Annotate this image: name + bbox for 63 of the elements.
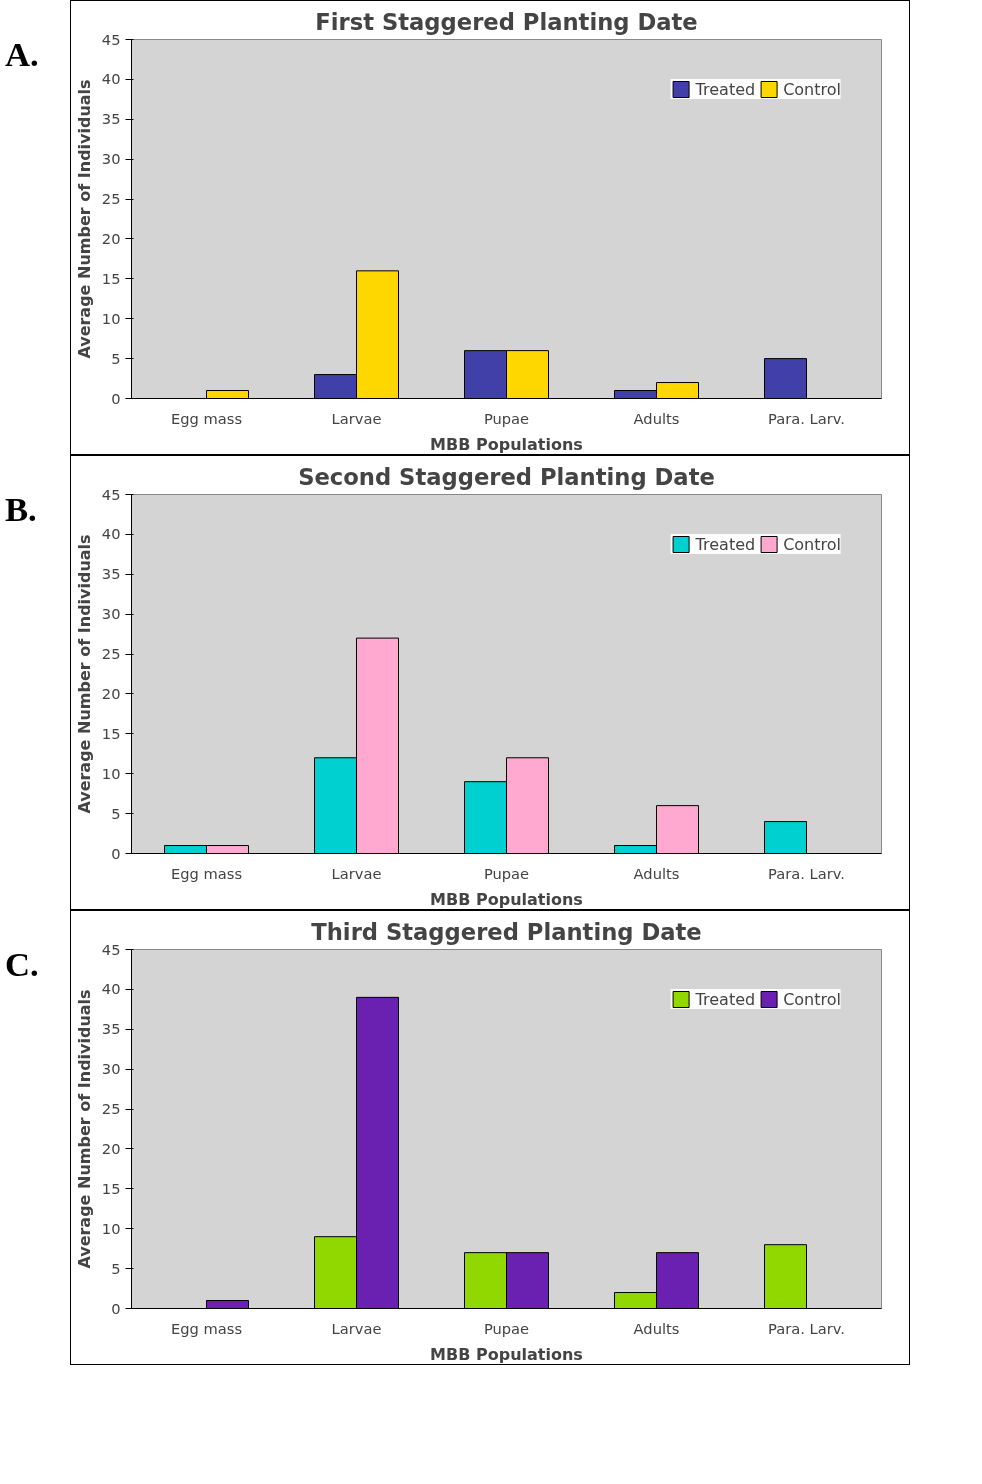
x-tick-label: Egg mass	[170, 1319, 243, 1337]
y-tick-label: 15	[101, 1179, 121, 1197]
y-tick-label: 45	[101, 485, 121, 503]
text: B.	[5, 489, 37, 530]
legend-label: Control	[783, 989, 841, 1009]
x-axis-title: MBB Populations	[430, 889, 583, 909]
y-tick-label: 40	[101, 70, 121, 88]
legend-label: Treated	[695, 534, 756, 554]
y-tick-label: 30	[101, 1060, 121, 1078]
legend-label: Treated	[695, 989, 756, 1009]
y-tick-label: 45	[101, 30, 121, 48]
x-tick-label: Adults	[633, 864, 680, 882]
chart-title: First Staggered Planting Date	[315, 8, 698, 35]
y-axis-title: Average Number of Individuals	[74, 534, 94, 814]
y-tick-label: 0	[111, 844, 121, 862]
x-tick-label: Larvae	[331, 1319, 382, 1337]
y-tick-label: 5	[111, 804, 121, 822]
x-tick-label: Adults	[633, 1319, 680, 1337]
y-tick-label: 10	[101, 1219, 121, 1237]
y-tick-label: 25	[101, 1100, 121, 1118]
y-axis-title: Average Number of Individuals	[74, 989, 94, 1269]
y-tick-label: 45	[101, 940, 121, 958]
y-tick-label: 20	[101, 684, 121, 702]
y-tick-label: 20	[101, 1139, 121, 1157]
x-axis-title: MBB Populations	[430, 434, 583, 454]
x-tick-label: Para. Larv.	[768, 1319, 845, 1337]
x-tick-label: Pupae	[483, 864, 530, 882]
y-tick-label: 35	[101, 565, 121, 583]
y-tick-label: 35	[101, 110, 121, 128]
y-tick-label: 35	[101, 1020, 121, 1038]
y-tick-label: 40	[101, 525, 121, 543]
x-tick-label: Pupae	[483, 1319, 530, 1337]
y-axis-title: Average Number of Individuals	[74, 79, 94, 359]
x-axis-title: MBB Populations	[430, 1344, 583, 1364]
x-tick-label: Para. Larv.	[768, 409, 845, 427]
legend-label: Treated	[695, 79, 756, 99]
text: A.	[5, 34, 39, 75]
x-tick-label: Para. Larv.	[768, 864, 845, 882]
text: C.	[5, 944, 39, 985]
y-tick-label: 0	[111, 389, 121, 407]
legend-label: Control	[783, 79, 841, 99]
legend-label: Control	[783, 534, 841, 554]
y-tick-label: 15	[101, 269, 121, 287]
y-tick-label: 10	[101, 309, 121, 327]
y-tick-label: 5	[111, 349, 121, 367]
y-tick-label: 15	[101, 724, 121, 742]
y-tick-label: 25	[101, 645, 121, 663]
y-tick-label: 30	[101, 605, 121, 623]
y-tick-label: 25	[101, 190, 121, 208]
chart-title: Second Staggered Planting Date	[298, 463, 715, 490]
y-tick-label: 40	[101, 980, 121, 998]
x-tick-label: Pupae	[483, 409, 530, 427]
y-tick-label: 0	[111, 1299, 121, 1317]
y-tick-label: 30	[101, 150, 121, 168]
x-tick-label: Egg mass	[170, 409, 243, 427]
y-tick-label: 10	[101, 764, 121, 782]
chart-title: Third Staggered Planting Date	[311, 918, 702, 945]
y-tick-label: 5	[111, 1259, 121, 1277]
y-tick-label: 20	[101, 229, 121, 247]
x-tick-label: Egg mass	[170, 864, 243, 882]
x-tick-label: Larvae	[331, 864, 382, 882]
x-tick-label: Adults	[633, 409, 680, 427]
x-tick-label: Larvae	[331, 409, 382, 427]
